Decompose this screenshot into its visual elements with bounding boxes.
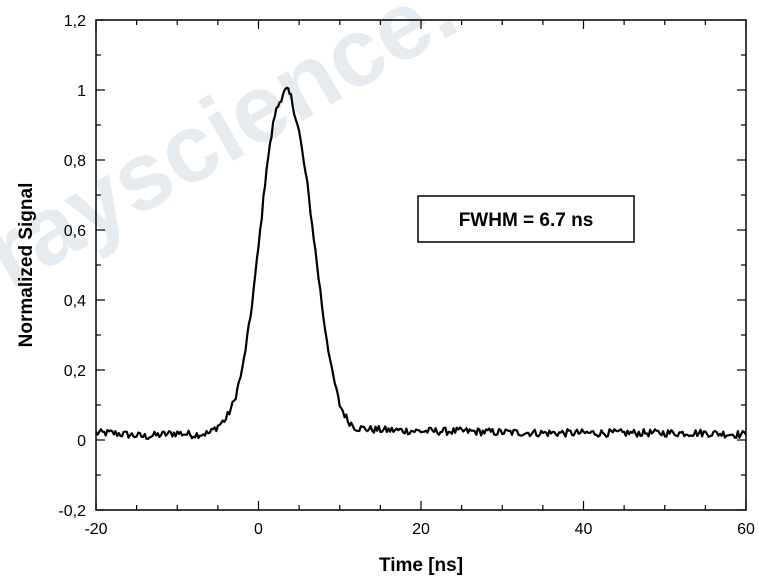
y-tick-label: 0,8	[64, 153, 86, 170]
y-tick-label: 0,6	[64, 223, 86, 240]
y-axis-title: Normalized Signal	[16, 183, 37, 348]
y-tick-label: 0,2	[64, 363, 86, 380]
x-tick-label: 60	[737, 521, 755, 538]
y-tick-label: 0,4	[64, 293, 86, 310]
y-tick-label: 1,2	[64, 13, 86, 30]
x-tick-label: 40	[575, 521, 593, 538]
fwhm-annotation-box	[417, 195, 635, 243]
y-tick-label: 0	[77, 433, 86, 450]
x-tick-labels: -20 0 20 40 60	[84, 521, 755, 538]
x-axis-title: Time [ns]	[379, 555, 463, 576]
x-tick-label: 0	[254, 521, 263, 538]
y-tick-labels: -0,2 0 0,2 0,4 0,6 0,8 1 1,2	[58, 13, 86, 520]
y-tick-label: 1	[77, 83, 86, 100]
tick-marks	[95, 19, 747, 511]
signal-series-line	[95, 86, 747, 440]
x-tick-label: -20	[84, 521, 107, 538]
fwhm-annotation: FWHM = 6.7 ns	[459, 210, 594, 231]
x-tick-label: 20	[412, 521, 430, 538]
series-group	[95, 86, 747, 440]
y-tick-label: -0,2	[58, 503, 86, 520]
